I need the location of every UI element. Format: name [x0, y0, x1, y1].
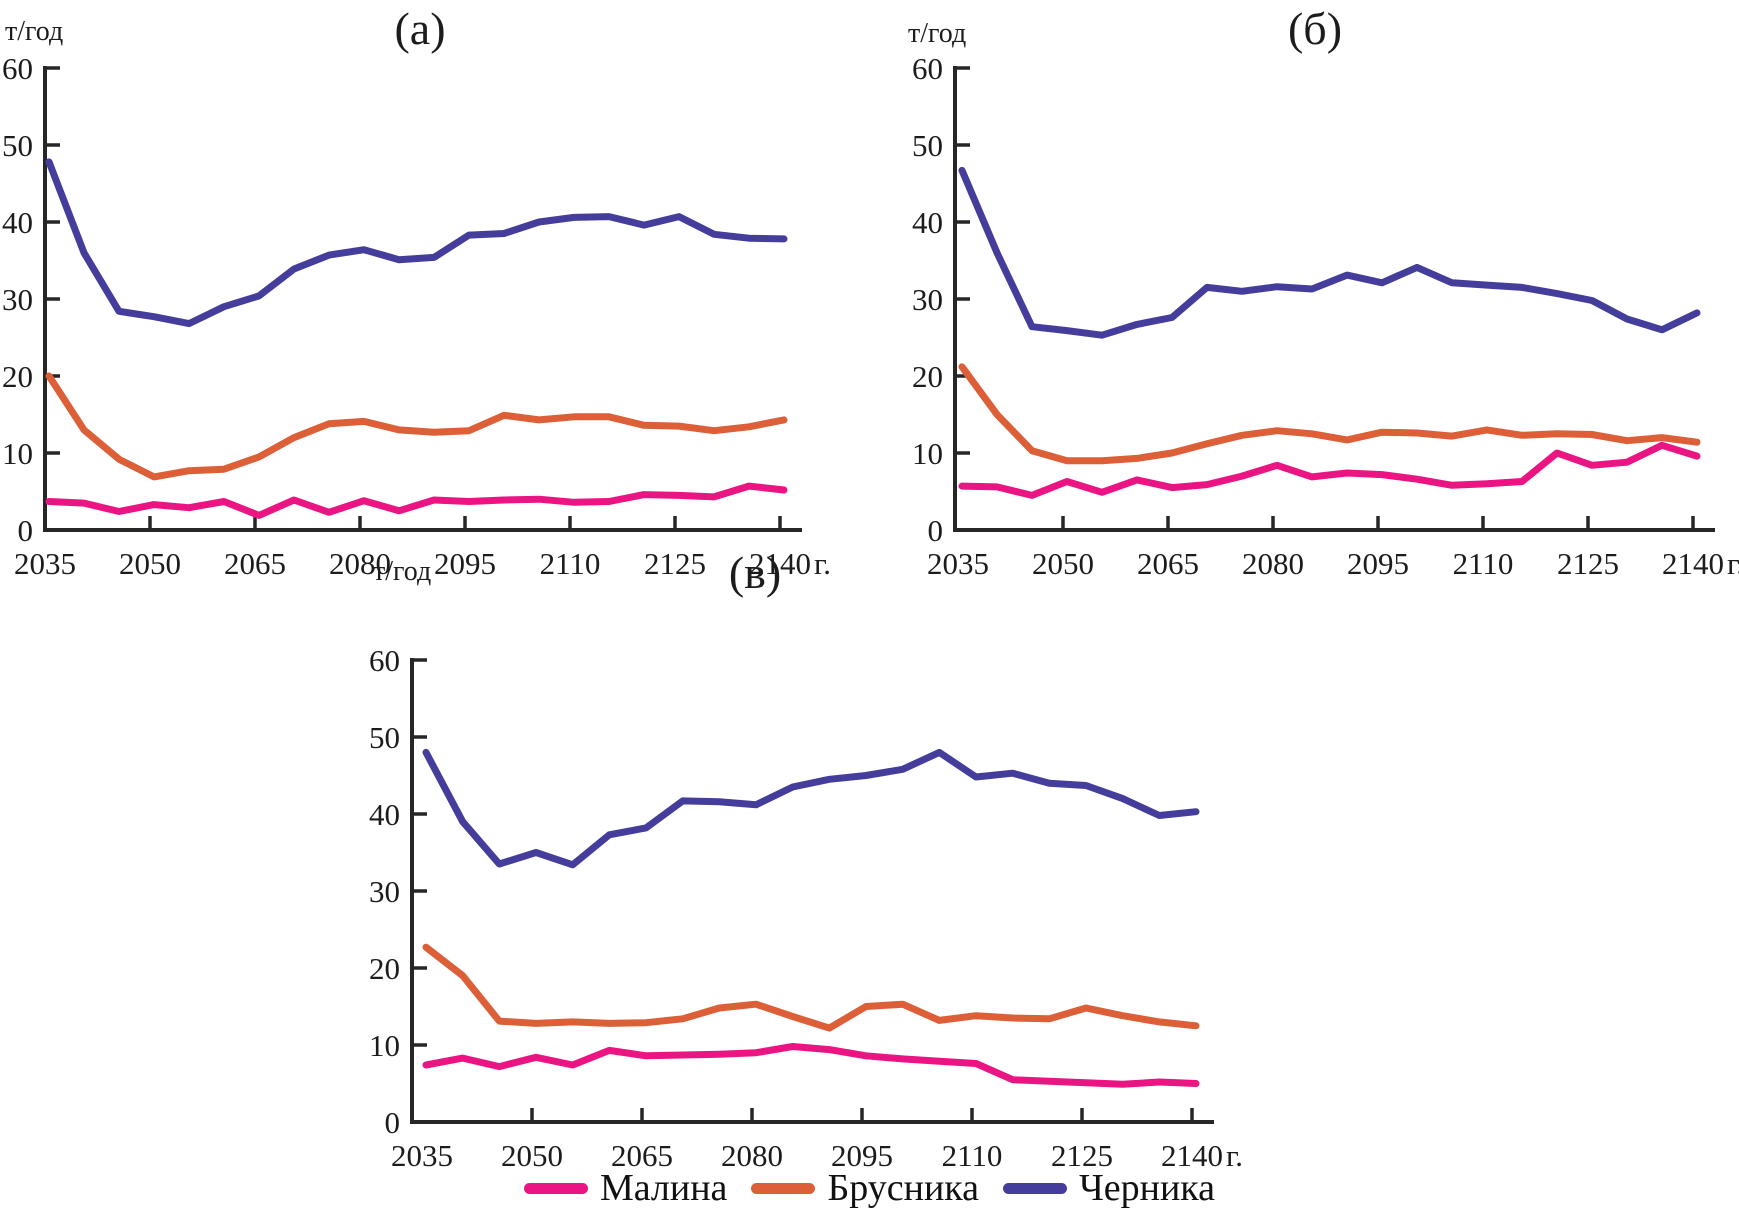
y-tick-label: 0	[385, 1105, 401, 1140]
series-line-Малина	[958, 441, 1701, 499]
series-line-Черника	[958, 166, 1701, 339]
y-tick-label: 0	[928, 513, 944, 548]
series-line-Брусника	[422, 943, 1200, 1032]
legend: Малина Брусника Черника	[0, 1166, 1739, 1210]
x-tick-label: 2050	[501, 1138, 563, 1173]
x-tick-label: 2125	[1051, 1138, 1113, 1173]
x-tick-label: 2065	[224, 546, 286, 581]
y-tick-label: 50	[912, 128, 943, 163]
x-tick-label: 2110	[540, 546, 601, 581]
legend-item-chernika: Черника	[1003, 1166, 1215, 1210]
chart-a-plot: 0 10 20 30 40 50 60 2035 2050 2065 2080 2095 2110 212…	[2, 51, 831, 581]
y-tick-label: 40	[2, 205, 33, 240]
x-tick-label: 2125	[1557, 546, 1619, 581]
x-axis-suffix: г.	[1226, 1138, 1243, 1173]
y-tick-label: 50	[369, 720, 400, 755]
x-tick-label: 2095	[434, 546, 496, 581]
chart-b-plot: 0 10 20 30 40 50 60 2035 2050 2065 2080 2095 2110 212…	[912, 51, 1739, 581]
chart-b-unit-label: т/год	[908, 18, 967, 49]
legend-label-chernika: Черника	[1079, 1167, 1216, 1209]
y-tick-label: 40	[912, 205, 943, 240]
x-tick-label: 2050	[1032, 546, 1094, 581]
y-tick-label: 60	[2, 51, 33, 86]
y-tick-label: 20	[912, 359, 943, 394]
x-tick-label: 2080	[1242, 546, 1304, 581]
x-tick-label: 2080	[721, 1138, 783, 1173]
chart-v-unit-label: т/год	[373, 556, 432, 587]
y-tick-label: 50	[2, 128, 33, 163]
x-tick-label: 2125	[644, 546, 706, 581]
legend-item-brusnika: Брусника	[751, 1166, 979, 1210]
legend-label-malina: Малина	[599, 1167, 728, 1209]
y-tick-label: 60	[369, 643, 400, 678]
brusnika-line-swatch-icon	[751, 1182, 816, 1194]
y-tick-label: 30	[912, 282, 943, 317]
x-tick-label: 2095	[1347, 546, 1409, 581]
x-tick-label: 2035	[927, 546, 989, 581]
chernika-line-swatch-icon	[1003, 1182, 1068, 1194]
y-tick-label: 20	[369, 951, 400, 986]
series-line-Черника	[45, 158, 788, 328]
x-tick-label: 2080	[329, 546, 391, 581]
y-tick-label: 10	[369, 1028, 400, 1063]
y-tick-label: 10	[2, 436, 33, 471]
series-line-Черника	[422, 748, 1200, 869]
y-tick-label: 0	[18, 513, 34, 548]
y-tick-label: 60	[912, 51, 943, 86]
x-tick-label: 2110	[942, 1138, 1003, 1173]
y-tick-label: 10	[912, 436, 943, 471]
chart-a-unit-label: т/год	[5, 16, 64, 47]
x-tick-label: 2140	[749, 546, 811, 581]
x-tick-label: 2110	[1453, 546, 1514, 581]
series-line-Брусника	[45, 372, 788, 481]
x-tick-label: 2140	[1662, 546, 1724, 581]
chart-v-plot: 0 10 20 30 40 50 60 2035 2050 2065 2080 2095 2110 212…	[369, 643, 1243, 1173]
legend-item-malina: Малина	[523, 1166, 728, 1210]
series-line-Малина	[422, 1043, 1200, 1088]
x-axis-suffix: г.	[1727, 546, 1739, 581]
chart-a-title: (а)	[394, 3, 446, 54]
chart-b-title: (б)	[1287, 3, 1343, 54]
x-tick-label: 2065	[1137, 546, 1199, 581]
x-tick-label: 2065	[611, 1138, 673, 1173]
legend-label-brusnika: Брусника	[827, 1167, 980, 1209]
series-line-Брусника	[958, 363, 1701, 465]
y-tick-label: 30	[369, 874, 400, 909]
x-tick-label: 2140	[1161, 1138, 1223, 1173]
x-axis-suffix: г.	[814, 546, 831, 581]
y-tick-label: 30	[2, 282, 33, 317]
x-tick-label: 2095	[831, 1138, 893, 1173]
x-tick-label: 2050	[119, 546, 181, 581]
chart-v-title: (в)	[728, 547, 782, 598]
malina-line-swatch-icon	[523, 1182, 588, 1194]
x-tick-label: 2035	[391, 1138, 453, 1173]
x-tick-label: 2035	[14, 546, 76, 581]
y-tick-label: 40	[369, 797, 400, 832]
y-tick-label: 20	[2, 359, 33, 394]
series-line-Малина	[45, 482, 788, 519]
